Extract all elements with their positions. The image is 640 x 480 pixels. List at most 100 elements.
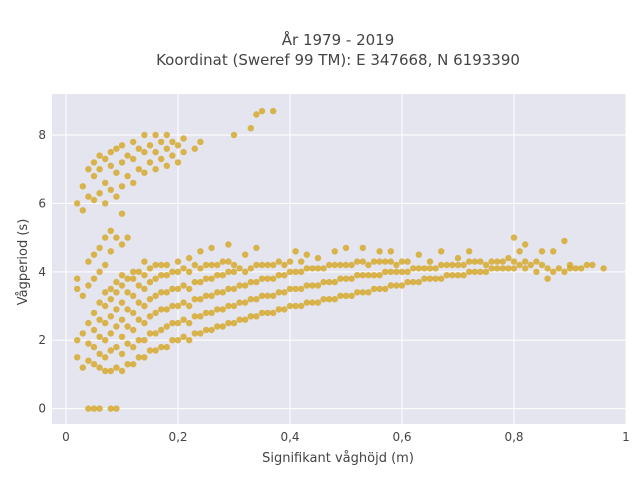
- data-point: [426, 265, 434, 272]
- data-point: [225, 319, 232, 327]
- data-point: [477, 258, 484, 265]
- data-point: [247, 296, 254, 303]
- data-point: [107, 296, 115, 303]
- data-point: [191, 313, 198, 320]
- data-point: [320, 265, 327, 272]
- data-point: [370, 258, 378, 265]
- x-tick-label: 0: [62, 430, 70, 444]
- data-point: [264, 275, 271, 282]
- data-point: [432, 275, 439, 282]
- data-point: [298, 285, 305, 293]
- data-point: [337, 261, 344, 269]
- data-point: [415, 278, 422, 286]
- data-point: [197, 296, 204, 303]
- data-point: [482, 261, 490, 269]
- data-point: [74, 285, 81, 293]
- data-point: [186, 337, 193, 344]
- data-point: [415, 265, 422, 272]
- data-point: [113, 364, 120, 371]
- data-point: [219, 306, 226, 313]
- data-point: [342, 292, 350, 299]
- data-point: [191, 261, 198, 269]
- data-point: [107, 186, 115, 193]
- data-point: [96, 244, 103, 252]
- data-point: [180, 299, 187, 306]
- data-point: [494, 265, 501, 272]
- data-point: [365, 289, 372, 296]
- data-point: [197, 265, 204, 272]
- data-point: [460, 272, 467, 279]
- data-point: [354, 289, 361, 296]
- data-point: [303, 282, 310, 289]
- data-point: [130, 292, 137, 299]
- data-point: [275, 258, 282, 265]
- data-point: [354, 272, 361, 279]
- data-point: [90, 172, 98, 180]
- data-point: [202, 261, 210, 269]
- data-point: [219, 289, 226, 296]
- data-point: [180, 333, 187, 340]
- data-point: [158, 155, 165, 163]
- data-point: [135, 354, 142, 361]
- data-point: [527, 261, 534, 269]
- data-point: [533, 268, 540, 275]
- data-point: [281, 272, 288, 279]
- chart-title-line2: Koordinat (Sweref 99 TM): E 347668, N 61…: [156, 51, 520, 69]
- data-point: [141, 337, 148, 344]
- data-point: [135, 316, 142, 323]
- data-point: [230, 131, 238, 139]
- data-point: [314, 254, 322, 262]
- plot-area: [52, 94, 626, 424]
- data-point: [421, 275, 428, 282]
- data-point: [118, 282, 126, 289]
- data-point: [118, 350, 126, 358]
- data-point: [124, 289, 131, 296]
- data-point: [197, 248, 204, 255]
- data-point: [314, 265, 322, 272]
- data-point: [454, 272, 462, 279]
- data-point: [85, 282, 92, 289]
- data-point: [79, 330, 87, 337]
- data-point: [124, 152, 131, 159]
- data-point: [219, 272, 226, 279]
- data-point: [286, 258, 294, 265]
- data-point: [242, 268, 249, 275]
- data-point: [90, 361, 98, 368]
- data-point: [398, 268, 406, 275]
- data-point: [113, 145, 120, 152]
- data-point: [415, 251, 422, 258]
- data-point: [79, 292, 87, 299]
- data-point: [163, 289, 170, 296]
- data-point: [275, 289, 282, 296]
- data-point: [130, 138, 137, 146]
- data-point: [102, 261, 109, 269]
- data-point: [342, 244, 350, 252]
- data-point: [253, 313, 260, 320]
- data-point: [426, 258, 434, 265]
- data-point: [320, 278, 327, 286]
- data-point: [113, 193, 120, 200]
- data-point: [286, 285, 294, 293]
- data-point: [107, 367, 115, 375]
- data-point: [398, 282, 406, 289]
- data-point: [135, 337, 142, 344]
- data-point: [85, 319, 92, 327]
- data-point: [264, 292, 271, 299]
- data-point: [376, 248, 383, 255]
- data-point: [124, 306, 131, 313]
- data-point: [348, 261, 355, 269]
- data-point: [96, 190, 103, 197]
- data-point: [382, 268, 389, 275]
- data-point: [118, 159, 126, 166]
- y-tick-label: 2: [38, 333, 46, 347]
- data-point: [197, 138, 204, 146]
- data-point: [561, 268, 568, 275]
- data-point: [555, 265, 562, 272]
- data-point: [298, 302, 305, 310]
- data-point: [107, 405, 115, 412]
- data-point: [303, 299, 310, 306]
- data-point: [499, 265, 506, 272]
- data-point: [118, 316, 126, 323]
- data-point: [292, 268, 299, 275]
- data-point: [107, 347, 115, 354]
